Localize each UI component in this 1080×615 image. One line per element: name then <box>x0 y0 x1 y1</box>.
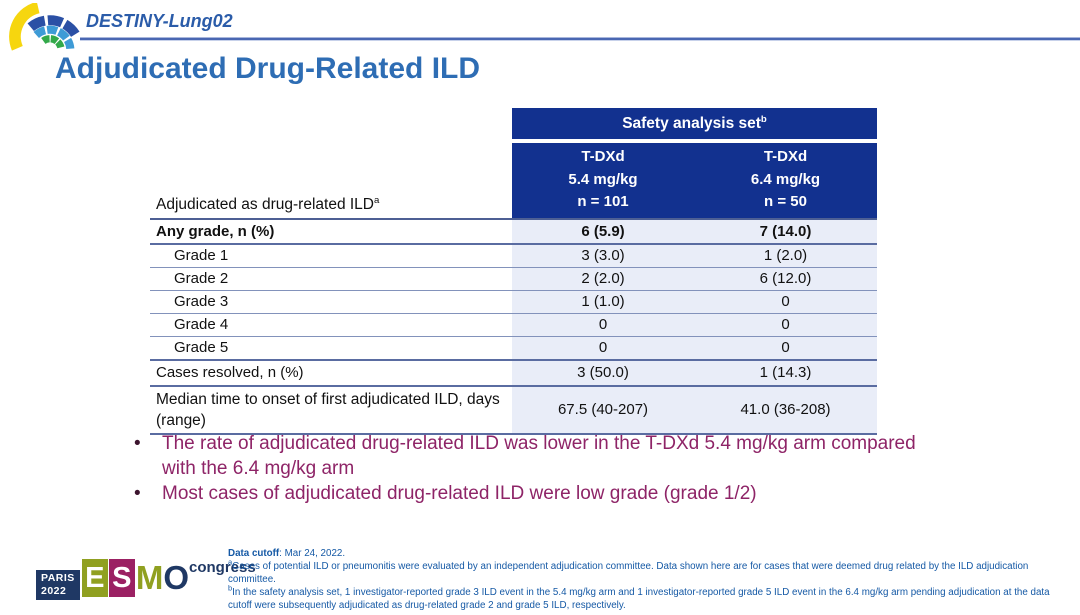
stub-text: Adjudicated as drug-related ILD <box>156 196 374 213</box>
table-row-median-onset: Median time to onset of first adjudicate… <box>150 387 877 435</box>
row-label: Grade 3 <box>150 291 512 313</box>
row-value-64: 1 (2.0) <box>694 245 877 267</box>
table-row-grade4: Grade 4 0 0 <box>150 314 877 337</box>
row-label: Median time to onset of first adjudicate… <box>150 387 512 433</box>
fan-arc-logo-icon <box>9 3 80 51</box>
row-value-54: 2 (2.0) <box>512 268 694 290</box>
paris-2022-badge: PARIS 2022 <box>36 570 80 600</box>
row-value-54: 0 <box>512 314 694 336</box>
row-label: Cases resolved, n (%) <box>150 361 512 385</box>
col2-line1: T-DXd <box>763 148 808 165</box>
header-divider <box>80 37 1080 41</box>
row-label: Grade 4 <box>150 314 512 336</box>
row-value-64: 0 <box>694 314 877 336</box>
col1-line3: n = 101 <box>577 193 629 210</box>
esmo-letter-o: O <box>163 559 189 596</box>
row-value-54: 6 (5.9) <box>512 220 694 243</box>
esmo-letter-e: E <box>81 559 108 597</box>
table-row-cases-resolved: Cases resolved, n (%) 3 (50.0) 1 (14.3) <box>150 361 877 387</box>
row-value-54: 1 (1.0) <box>512 291 694 313</box>
row-label: Grade 2 <box>150 268 512 290</box>
safety-analysis-set-header: Safety analysis setb <box>512 108 877 139</box>
col1-line2: 5.4 mg/kg <box>568 170 638 188</box>
study-name: DESTINY-Lung02 <box>86 11 233 31</box>
data-cutoff-note: Data cutoff: Mar 24, 2022. <box>228 547 1076 560</box>
footnote-a: aCases of potential ILD or pneumonitis w… <box>228 557 1076 586</box>
table-row-grade5: Grade 5 0 0 <box>150 337 877 361</box>
data-cutoff-value: : Mar 24, 2022. <box>279 548 346 559</box>
footnote-b-text: In the safety analysis set, 1 investigat… <box>228 587 1050 611</box>
footnote-b: bIn the safety analysis set, 1 investiga… <box>228 583 1076 612</box>
col2-line2: 6.4 mg/kg <box>750 170 821 188</box>
row-value-64: 7 (14.0) <box>694 220 877 243</box>
footnotes: Data cutoff: Mar 24, 2022. aCases of pot… <box>228 547 1076 612</box>
row-value-64: 0 <box>694 291 877 313</box>
logo-year: 2022 <box>41 584 67 597</box>
data-cutoff-label: Data cutoff <box>228 548 280 559</box>
row-value-64: 1 (14.3) <box>694 361 877 385</box>
congress-label: congress <box>188 559 256 576</box>
table-row-grade2: Grade 2 2 (2.0) 6 (12.0) <box>150 268 877 291</box>
column-header-64mgkg: T-DXd 6.4 mg/kg n = 50 <box>694 143 877 218</box>
key-finding-item: Most cases of adjudicated drug-related I… <box>132 481 952 506</box>
esmo-congress-logo: PARIS 2022 E S M O congress <box>36 559 256 600</box>
banner-superscript: b <box>760 113 767 125</box>
row-value-54: 3 (3.0) <box>512 245 694 267</box>
esmo-letter-m: M <box>135 559 164 596</box>
footnote-b-marker: b <box>228 583 233 593</box>
col1-line1: T-DXd <box>581 148 625 165</box>
banner-text: Safety analysis set <box>622 115 761 132</box>
footnote-a-marker: a <box>228 557 233 567</box>
esmo-letter-s: S <box>108 559 135 597</box>
table-row-grade1: Grade 1 3 (3.0) 1 (2.0) <box>150 245 877 268</box>
table-row-any-grade: Any grade, n (%) 6 (5.9) 7 (14.0) <box>150 220 877 245</box>
row-value-64: 6 (12.0) <box>694 268 877 290</box>
row-label: Grade 1 <box>150 245 512 267</box>
ild-summary-table: Safety analysis setb Adjudicated as drug… <box>150 108 877 435</box>
row-value-54: 67.5 (40-207) <box>512 387 694 433</box>
footnote-a-text: Cases of potential ILD or pneumonitis we… <box>228 561 1029 585</box>
column-header-54mgkg: T-DXd 5.4 mg/kg n = 101 <box>512 143 694 218</box>
logo-city: PARIS <box>41 572 75 584</box>
row-value-64: 0 <box>694 337 877 359</box>
row-value-64: 41.0 (36-208) <box>694 387 877 433</box>
slide-title: Adjudicated Drug-Related ILD <box>55 52 481 85</box>
banner-spacer <box>150 108 512 139</box>
col2-line3: n = 50 <box>764 193 807 210</box>
row-value-54: 3 (50.0) <box>512 361 694 385</box>
table-banner-row: Safety analysis setb <box>150 108 877 139</box>
table-row-grade3: Grade 3 1 (1.0) 0 <box>150 291 877 314</box>
key-finding-item: The rate of adjudicated drug-related ILD… <box>132 431 952 481</box>
row-label: Any grade, n (%) <box>150 220 512 243</box>
key-finding-text: The rate of adjudicated drug-related ILD… <box>162 433 916 479</box>
key-findings-list: The rate of adjudicated drug-related ILD… <box>132 431 952 506</box>
key-finding-text: Most cases of adjudicated drug-related I… <box>162 483 757 504</box>
table-stub-label: Adjudicated as drug-related ILDa <box>150 143 512 218</box>
row-label: Grade 5 <box>150 337 512 359</box>
row-value-54: 0 <box>512 337 694 359</box>
stub-superscript: a <box>374 194 380 206</box>
table-column-header-row: Adjudicated as drug-related ILDa T-DXd 5… <box>150 143 877 220</box>
